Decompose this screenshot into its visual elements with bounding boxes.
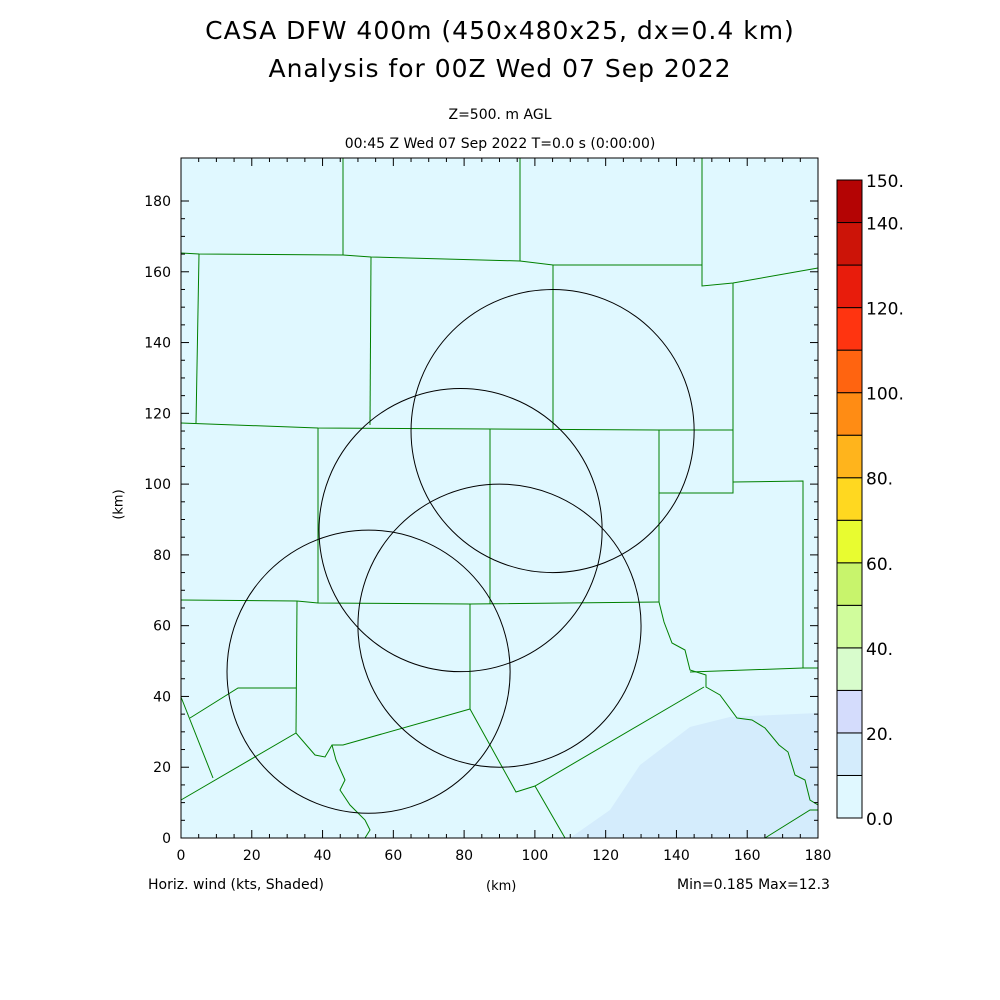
y-axis-label: (km) xyxy=(111,489,127,520)
colorbar-bin xyxy=(836,179,863,224)
colorbar-label: 60. xyxy=(866,555,893,575)
x-tick-label: 80 xyxy=(455,848,473,864)
colorbar-label: 0.0 xyxy=(866,810,893,830)
radar-range-ring xyxy=(318,388,603,673)
x-tick-label: 40 xyxy=(314,848,332,864)
x-tick-label: 60 xyxy=(384,848,402,864)
y-tick-label: 180 xyxy=(144,194,171,210)
y-tick-label: 140 xyxy=(144,336,171,352)
colorbar-bin xyxy=(836,264,863,309)
colorbar-bin xyxy=(836,774,863,819)
radar-range-ring xyxy=(410,288,695,574)
colorbar-bin xyxy=(836,222,863,266)
colorbar-bin xyxy=(836,732,863,776)
y-tick-label: 80 xyxy=(153,548,171,564)
x-tick-label: 20 xyxy=(243,848,261,864)
colorbar-bin xyxy=(836,689,863,734)
y-tick-label: 40 xyxy=(153,689,171,705)
colorbar-bin xyxy=(836,604,863,649)
y-tick-label: 160 xyxy=(144,265,171,281)
x-tick-label: 120 xyxy=(592,848,619,864)
colorbar-label: 120. xyxy=(866,300,904,320)
wind-shade-10-20 xyxy=(570,713,818,838)
colorbar-label: 40. xyxy=(866,640,893,660)
colorbar-label: 20. xyxy=(866,725,893,745)
colorbar-bin xyxy=(836,434,863,479)
colorbar-label: 80. xyxy=(866,470,893,490)
colorbar-bin xyxy=(836,562,863,606)
colorbar-bin xyxy=(836,647,863,691)
title-line-1: CASA DFW 400m (450x480x25, dx=0.4 km) xyxy=(205,16,795,45)
radar-range-ring xyxy=(357,483,642,768)
colorbar-bin xyxy=(836,307,863,351)
colorbar-bin xyxy=(836,477,863,521)
colorbar-label: 150. xyxy=(866,172,904,192)
radar-range-ring xyxy=(226,529,511,814)
county-boundaries xyxy=(180,158,819,839)
colorbar-bin xyxy=(836,392,863,436)
y-tick-label: 20 xyxy=(153,760,171,776)
title-line-2: Analysis for 00Z Wed 07 Sep 2022 xyxy=(268,54,732,83)
colorbar-label: 100. xyxy=(866,385,904,405)
y-tick-label: 120 xyxy=(144,406,171,422)
y-tick-label: 100 xyxy=(144,477,171,493)
footer-variable-label: Horiz. wind (kts, Shaded) xyxy=(148,877,324,893)
colorbar-bin xyxy=(836,519,863,564)
x-tick-label: 0 xyxy=(177,848,186,864)
time-label: 00:45 Z Wed 07 Sep 2022 T=0.0 s (0:00:00… xyxy=(344,136,656,152)
level-label: Z=500. m AGL xyxy=(448,107,552,123)
x-tick-label: 180 xyxy=(805,848,832,864)
x-tick-label: 160 xyxy=(734,848,761,864)
x-tick-label: 140 xyxy=(663,848,690,864)
y-tick-label: 60 xyxy=(153,619,171,635)
x-axis-label: (km) xyxy=(486,879,517,894)
x-tick-label: 100 xyxy=(522,848,549,864)
y-tick-label: 0 xyxy=(162,831,171,847)
colorbar-label: 140. xyxy=(866,215,904,235)
colorbar-bin xyxy=(836,349,863,394)
min-max-label: Min=0.185 Max=12.3 xyxy=(677,877,830,893)
